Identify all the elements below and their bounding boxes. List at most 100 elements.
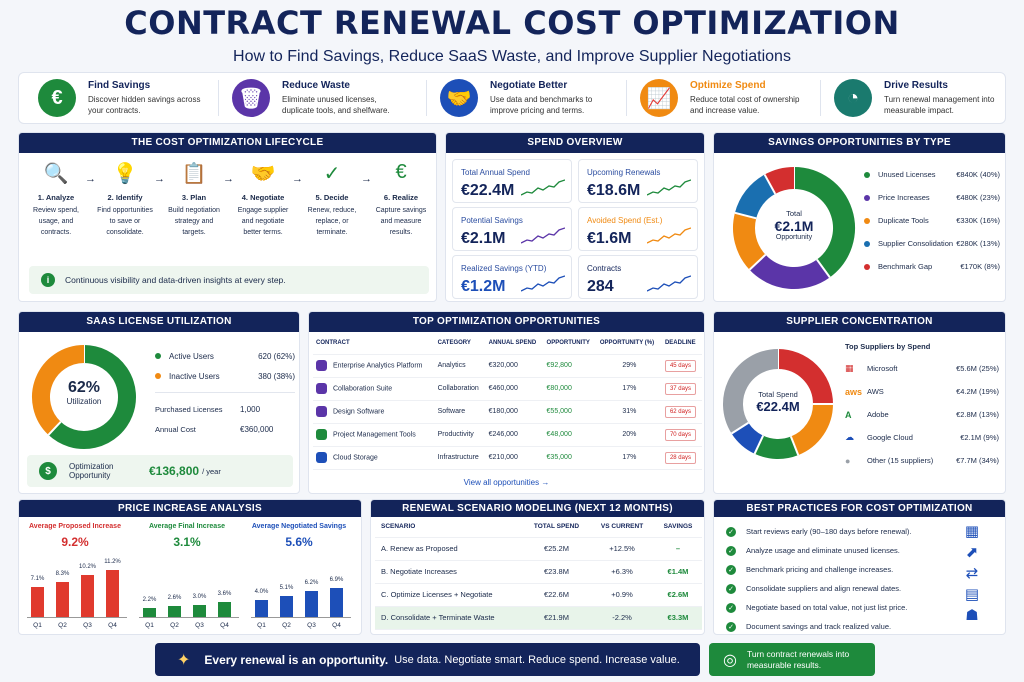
kpi-value: €2.1M xyxy=(461,230,506,247)
table-row[interactable]: B. Negotiate Increases €23.8M +6.3% €1.4M xyxy=(375,560,702,584)
price-group-value: 5.6% xyxy=(285,535,313,549)
quarter-label: Q2 xyxy=(282,622,291,629)
feature-desc: Use data and benchmarks to improve prici… xyxy=(490,95,593,115)
kpi-card: Potential Savings €2.1M xyxy=(452,207,572,251)
kpi-value: €1.6M xyxy=(587,230,632,247)
arrow-right-icon: → xyxy=(292,173,303,185)
adobe-logo-icon: A xyxy=(845,409,852,420)
price-bar-label: 6.2% xyxy=(304,580,319,587)
spend-cell: €180,000 xyxy=(485,400,544,424)
table-row[interactable]: Cloud Storage Infrastructure €210,000 €35,0… xyxy=(313,446,702,470)
step-desc: Capture savings and measure results. xyxy=(375,207,427,236)
price-bar xyxy=(330,588,343,617)
table-row[interactable]: Design Software Software €180,000 €55,000 31… xyxy=(313,400,702,424)
practices-list: ✓ Start reviews early (90–180 days before… xyxy=(726,522,946,634)
pie-chart-icon: ◔ xyxy=(834,79,872,117)
legend-dot xyxy=(864,240,870,247)
analytics-icon xyxy=(316,360,327,371)
arrow-right-icon: → xyxy=(154,173,165,185)
practice-text: Benchmark pricing and challenge increase… xyxy=(746,565,894,574)
table-row[interactable]: Project Management Tools Productivity €246… xyxy=(313,423,702,447)
deadline-badge: 45 days xyxy=(664,359,696,372)
price-bar xyxy=(305,591,318,617)
savings-legend-item: Unused Licenses €840K (40%) xyxy=(864,163,1000,186)
column-header: ANNUAL SPEND xyxy=(485,332,544,355)
legend-name: Supplier Consolidation xyxy=(878,239,954,248)
segment-divider xyxy=(816,258,831,278)
price-bar xyxy=(280,595,293,617)
quarter-label: Q1 xyxy=(33,622,42,629)
supplier-value: €5.6M (25%) xyxy=(956,364,999,373)
footer-cta: ◎ Turn contract renewals into measurable… xyxy=(709,643,875,676)
trash-icon: 🗑 xyxy=(232,79,270,117)
view-all-opportunities-link[interactable]: View all opportunities → xyxy=(463,477,550,487)
spend-cell: €460,000 xyxy=(485,377,544,401)
column-header: OPPORTUNITY xyxy=(543,332,597,355)
scenario-total: €25.2M xyxy=(522,537,591,561)
spend-cell: €246,000 xyxy=(485,423,544,447)
table-row[interactable]: Collaboration Suite Collaboration €460,000… xyxy=(313,377,702,401)
quarter-label: Q4 xyxy=(108,622,117,629)
feature-separator xyxy=(820,80,821,116)
lifecycle-step: 🤝 4. Negotiate Engage supplier and negotia… xyxy=(232,161,294,238)
segment-divider xyxy=(734,211,757,220)
supplier-name: AWS xyxy=(867,387,884,396)
table-row[interactable]: D. Consolidate + Terminate Waste €21.9M -2… xyxy=(375,606,702,630)
lifecycle-panel: THE COST OPTIMIZATION LIFECYCLE 🔍 1. Anal… xyxy=(18,132,437,302)
kpi-label: Avoided Spend (Est.) xyxy=(587,216,663,225)
donut-segment xyxy=(731,422,764,454)
savings-center-label: Total xyxy=(786,209,802,218)
practice-item: ✓ Document savings and track realized val… xyxy=(726,617,946,634)
practice-item: ✓ Negotiate based on total value, not jus… xyxy=(726,598,946,617)
price-bar xyxy=(106,570,119,617)
feature-desc: Reduce total cost of ownership and incre… xyxy=(690,95,800,115)
scenario-vs: -2.2% xyxy=(590,606,654,630)
table-row[interactable]: A. Renew as Proposed €25.2M +12.5% – xyxy=(375,537,702,561)
supplier-name: Other (15 suppliers) xyxy=(867,456,934,465)
opportunity-cell: €55,000 xyxy=(543,400,597,424)
scenario-savings: – xyxy=(653,537,702,561)
scenario-name: C. Optimize Licenses + Negotiate xyxy=(375,583,523,607)
pct-cell: 29% xyxy=(596,354,662,378)
check-icon: ✓ xyxy=(726,583,736,594)
optimization-opportunity-box: $ Optimization Opportunity €136,800 / ye… xyxy=(27,455,293,487)
category-cell: Analytics xyxy=(434,354,486,378)
lifecycle-step: 🔍 1. Analyze Review spend, usage, and cont… xyxy=(25,161,87,238)
magnifier-icon: 🔍 xyxy=(43,163,69,185)
footer-cta-text: Turn contract renewals into measurable r… xyxy=(746,648,850,670)
practices-title: BEST PRACTICES FOR COST OPTIMIZATION xyxy=(714,500,1005,517)
practice-item: ✓ Consolidate suppliers and align renewal… xyxy=(726,579,946,598)
price-title: PRICE INCREASE ANALYSIS xyxy=(19,500,361,517)
deadline-badge: 62 days xyxy=(664,405,696,418)
supplier-name: Google Cloud xyxy=(867,433,913,442)
clipboard-icon xyxy=(316,429,327,440)
saas-donut-chart xyxy=(32,345,136,449)
footer-strong: Every renewal is an opportunity. xyxy=(204,652,389,667)
handshake-icon: 🤝 xyxy=(440,79,478,117)
scenario-savings: €1.4M xyxy=(653,560,702,584)
lifecycle-step: 📋 3. Plan Build negotiation strategy and t… xyxy=(163,161,225,238)
quarter-label: Q2 xyxy=(58,622,67,629)
table-row[interactable]: Enterprise Analytics Platform Analytics €3… xyxy=(313,354,702,378)
legend-name: Price Increases xyxy=(878,193,930,202)
segment-divider xyxy=(763,174,777,195)
feature-separator xyxy=(218,80,219,116)
contract-name: Enterprise Analytics Platform xyxy=(333,362,423,370)
savings-center: Total €2.1M Opportunity xyxy=(729,209,859,241)
table-row[interactable]: C. Optimize Licenses + Negotiate €22.6M +0… xyxy=(375,583,702,607)
purchased-licenses-label: Purchased Licenses xyxy=(155,404,223,414)
circle-icon: ● xyxy=(845,455,851,466)
donut-segment xyxy=(723,349,779,434)
column-header: VS CURRENT xyxy=(590,517,654,538)
savings-legend: Unused Licenses €840K (40%) Price Increase… xyxy=(864,163,1000,278)
practice-item: ✓ Benchmark pricing and challenge increas… xyxy=(726,560,946,579)
supplier-legend-item: ▦ Microsoft €5.6M (25%) xyxy=(845,357,999,380)
check-icon: ✓ xyxy=(726,564,736,575)
feature-desc: Turn renewal management into measurable … xyxy=(884,95,995,115)
kpi-value: 284 xyxy=(587,278,614,295)
check-circle-icon: ✓ xyxy=(323,163,341,185)
sparkline-icon xyxy=(647,275,691,292)
lifecycle-note: i Continuous visibility and data-driven … xyxy=(29,266,429,294)
growth-chart-icon: ⬈ xyxy=(965,544,979,561)
scenario-total: €21.9M xyxy=(522,606,591,630)
